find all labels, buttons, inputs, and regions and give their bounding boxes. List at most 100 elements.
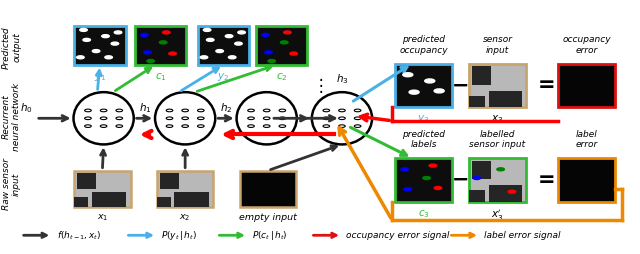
Text: $h_3$: $h_3$ (335, 72, 348, 86)
Circle shape (339, 117, 345, 120)
Ellipse shape (74, 92, 134, 145)
Text: empty input: empty input (239, 213, 297, 222)
Bar (175, 192, 209, 207)
Circle shape (355, 117, 361, 120)
Text: occupancy error signal: occupancy error signal (346, 231, 450, 240)
Circle shape (204, 28, 211, 31)
Text: −: − (452, 170, 469, 190)
Circle shape (264, 109, 270, 112)
Bar (469, 158, 525, 202)
Circle shape (323, 125, 330, 128)
Ellipse shape (312, 92, 372, 145)
Bar (256, 26, 307, 65)
Circle shape (265, 51, 273, 54)
Circle shape (248, 125, 254, 128)
Circle shape (169, 52, 177, 55)
Circle shape (279, 125, 285, 128)
Circle shape (100, 125, 107, 128)
Circle shape (290, 52, 298, 55)
Circle shape (116, 109, 123, 112)
Circle shape (116, 125, 123, 128)
Bar (469, 96, 485, 107)
Ellipse shape (155, 92, 215, 145)
Circle shape (279, 117, 285, 120)
Text: occupancy
error: occupancy error (563, 35, 611, 55)
Circle shape (141, 34, 148, 36)
Circle shape (473, 177, 481, 180)
Bar (558, 64, 615, 107)
Text: $c_1$: $c_1$ (155, 71, 166, 83)
Circle shape (166, 117, 173, 120)
Bar (157, 171, 213, 207)
Circle shape (284, 31, 291, 34)
Text: $h_1$: $h_1$ (139, 102, 151, 115)
Circle shape (323, 117, 330, 120)
Bar (160, 172, 179, 189)
Text: predicted
occupancy: predicted occupancy (399, 35, 448, 55)
Circle shape (355, 125, 361, 128)
Text: $y_2$: $y_2$ (218, 71, 230, 83)
Circle shape (166, 109, 173, 112)
Circle shape (248, 109, 254, 112)
Text: $f(h_{t-1}, x_t)$: $f(h_{t-1}, x_t)$ (56, 229, 101, 242)
Bar (74, 171, 131, 207)
Circle shape (228, 56, 236, 59)
Circle shape (105, 56, 113, 59)
Text: $y_3$: $y_3$ (417, 113, 429, 125)
Bar (396, 64, 452, 107)
Circle shape (264, 117, 270, 120)
Text: Predicted
output: Predicted output (2, 26, 21, 69)
Bar (490, 185, 522, 202)
Circle shape (401, 168, 408, 171)
Circle shape (84, 109, 92, 112)
Circle shape (235, 42, 242, 45)
Text: −: − (452, 75, 469, 95)
Text: $P(y_t\,|\,h_t)$: $P(y_t\,|\,h_t)$ (161, 229, 197, 242)
Circle shape (102, 35, 109, 38)
Bar (74, 197, 88, 207)
Circle shape (268, 59, 275, 62)
Circle shape (207, 38, 214, 41)
Bar (558, 158, 615, 202)
Circle shape (508, 190, 516, 193)
Circle shape (84, 117, 92, 120)
Text: $c_3$: $c_3$ (418, 208, 429, 220)
Circle shape (497, 168, 504, 171)
Bar (472, 161, 492, 179)
Circle shape (77, 56, 84, 59)
Circle shape (280, 41, 288, 44)
Circle shape (403, 73, 413, 77)
Text: Recurrent
neural network: Recurrent neural network (2, 83, 21, 151)
Circle shape (339, 109, 345, 112)
Circle shape (111, 42, 118, 45)
Text: =: = (538, 170, 556, 190)
Text: $x_3'$: $x_3'$ (492, 208, 504, 223)
Bar (92, 192, 126, 207)
Text: $x_3$: $x_3$ (492, 113, 504, 125)
Circle shape (225, 35, 233, 38)
Text: label error signal: label error signal (484, 231, 561, 240)
Circle shape (279, 109, 285, 112)
Circle shape (198, 125, 204, 128)
Circle shape (423, 177, 430, 180)
Circle shape (434, 89, 444, 93)
Text: sensor
input: sensor input (483, 35, 513, 55)
Circle shape (115, 31, 122, 34)
Bar (157, 197, 171, 207)
Text: =: = (538, 75, 556, 95)
Text: $x_2$: $x_2$ (179, 213, 191, 223)
Circle shape (262, 34, 269, 36)
Circle shape (425, 79, 435, 83)
Circle shape (323, 109, 330, 112)
Circle shape (100, 109, 107, 112)
Text: predicted
labels: predicted labels (402, 130, 445, 149)
Circle shape (434, 186, 442, 189)
Text: labelled
sensor input: labelled sensor input (469, 130, 525, 149)
Text: $P(c_t\,|\,h_t)$: $P(c_t\,|\,h_t)$ (252, 229, 288, 242)
Text: $x_1$: $x_1$ (97, 213, 108, 223)
Bar (490, 91, 522, 107)
Circle shape (216, 50, 223, 53)
Circle shape (159, 41, 167, 44)
Circle shape (248, 117, 254, 120)
Circle shape (198, 117, 204, 120)
